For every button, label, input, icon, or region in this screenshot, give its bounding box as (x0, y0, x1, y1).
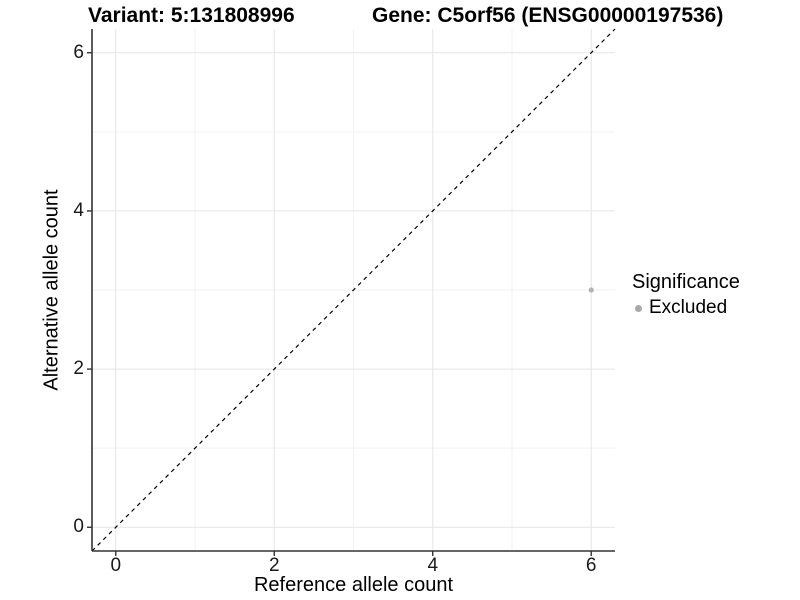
minor-gridlines (92, 29, 615, 551)
x-tick-label-2: 2 (268, 555, 280, 576)
legend-entry-excluded: Excluded (632, 297, 740, 319)
x-tick-label-4: 4 (427, 555, 439, 576)
identity-dashed-line (91, 28, 616, 552)
y-tick-label-6: 6 (73, 41, 84, 63)
legend-title: Significance (632, 271, 740, 293)
axis-lines (91, 29, 615, 552)
y-tick-label-4: 4 (73, 199, 84, 221)
data-points (588, 287, 594, 293)
variant-title: Variant: 5:131808996 (88, 4, 295, 27)
gene-title: Gene: C5orf56 (ENSG00000197536) (372, 4, 724, 27)
x-tick-label-6: 6 (585, 555, 597, 576)
legend-point-icon (635, 304, 642, 312)
axis-tick-marks (87, 52, 592, 556)
legend: Significance Excluded (632, 271, 740, 319)
x-tick-label-0: 0 (110, 555, 122, 576)
x-axis-title: Reference allele count (253, 574, 453, 596)
y-tick-label-0: 0 (73, 516, 84, 538)
y-tick-label-2: 2 (73, 358, 84, 380)
legend-entry-label: Excluded (649, 297, 728, 318)
y-axis-title: Alternative allele count (40, 189, 63, 391)
